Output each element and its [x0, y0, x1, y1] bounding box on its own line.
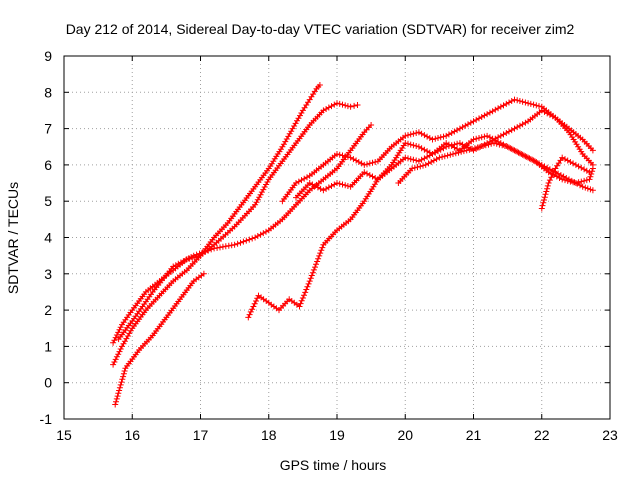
y-tick-label: 1	[44, 338, 52, 354]
y-tick-label: 5	[44, 193, 52, 209]
x-tick-label: 22	[534, 427, 550, 443]
y-tick-label: 8	[44, 84, 52, 100]
series-markers-track-7	[395, 140, 596, 186]
y-tick-label: 4	[44, 230, 52, 246]
series-markers-track-6	[293, 107, 596, 201]
grid	[64, 56, 610, 419]
y-tick-label: 9	[44, 48, 52, 64]
series-markers-track-8	[245, 132, 596, 321]
x-tick-label: 20	[397, 427, 413, 443]
series-markers-track-5	[279, 96, 596, 205]
series-line-track-2	[112, 84, 321, 365]
y-tick-label: 0	[44, 375, 52, 391]
series-markers-track-2	[110, 82, 323, 368]
series-markers-track-3	[110, 100, 361, 346]
y-tick-label: 2	[44, 302, 52, 318]
chart-title: Day 212 of 2014, Sidereal Day-to-day VTE…	[66, 21, 575, 37]
series-layer	[112, 84, 594, 405]
marker-layer	[110, 82, 596, 408]
y-tick-label: 7	[44, 121, 52, 137]
series-markers-track-9	[538, 154, 593, 212]
x-axis-label: GPS time / hours	[280, 457, 387, 473]
x-tick-label: 18	[261, 427, 277, 443]
y-tick-label: -1	[40, 411, 53, 427]
x-tick-label: 15	[56, 427, 72, 443]
y-axis-label: SDTVAR / TECUs	[5, 182, 21, 294]
y-tick-label: 3	[44, 266, 52, 282]
x-tick-label: 19	[329, 427, 345, 443]
x-tick-label: 17	[193, 427, 209, 443]
series-markers-track-4	[115, 122, 375, 343]
series-markers-track-1	[112, 270, 207, 408]
y-tick-label: 6	[44, 157, 52, 173]
x-tick-label: 21	[466, 427, 482, 443]
x-tick-label: 23	[602, 427, 618, 443]
x-tick-label: 16	[124, 427, 140, 443]
